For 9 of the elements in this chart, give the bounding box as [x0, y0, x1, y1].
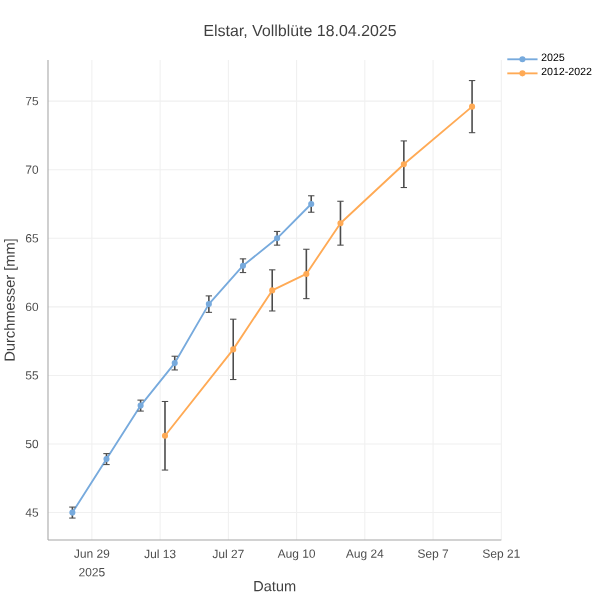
point — [469, 103, 476, 110]
point — [400, 161, 407, 168]
point — [303, 270, 310, 277]
point — [308, 200, 315, 208]
point — [337, 220, 344, 227]
point — [269, 287, 276, 294]
point — [205, 301, 212, 308]
point — [161, 432, 169, 439]
point — [230, 346, 237, 353]
